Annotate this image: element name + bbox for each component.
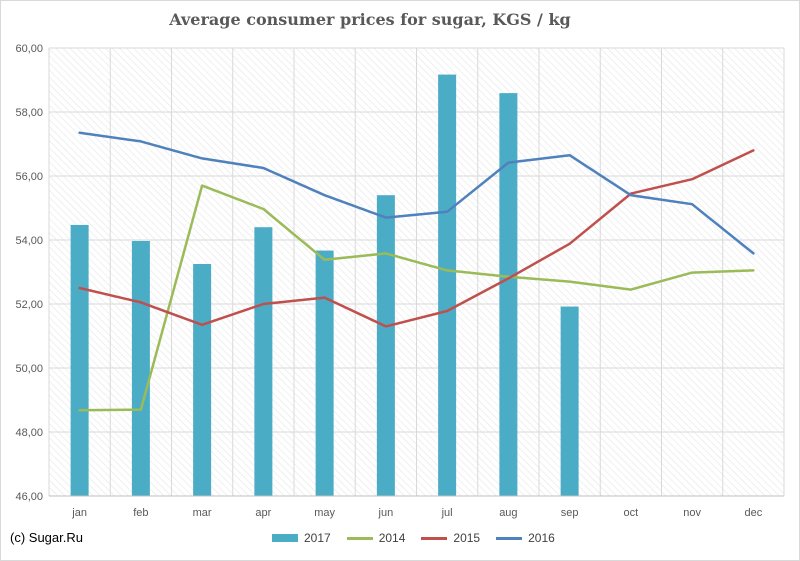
legend-label: 2015 [453, 531, 481, 545]
bar-2017-may [315, 250, 334, 496]
x-tick-label: mar [193, 507, 212, 519]
y-tick-label: 58,00 [15, 107, 43, 119]
y-tick-label: 54,00 [15, 235, 43, 247]
x-tick-label: feb [133, 507, 148, 519]
copyright-text: (c) Sugar.Ru [10, 530, 83, 545]
y-tick-label: 46,00 [15, 491, 43, 503]
bar-2017-jul [438, 74, 457, 496]
legend-label: 2014 [378, 531, 406, 545]
legend-item-2014: 2014 [346, 531, 406, 545]
line-series-2014 [78, 184, 755, 412]
chart-legend: 2017 2014 2015 2016 [272, 528, 571, 548]
bar-2017-jun [376, 195, 395, 496]
legend-swatch [272, 534, 298, 542]
chart-title: Average consumer prices for sugar, KGS /… [169, 10, 571, 29]
bar-2017-feb [131, 240, 150, 496]
x-tick-label: jul [441, 507, 453, 519]
legend-swatch [346, 536, 373, 540]
y-tick-label: 56,00 [15, 171, 43, 183]
x-tick-label: oct [624, 507, 639, 519]
y-tick-label: 50,00 [15, 363, 43, 375]
x-tick-label: apr [255, 507, 271, 519]
x-tick-label: jan [71, 507, 87, 519]
y-tick-label: 60,00 [15, 43, 43, 55]
legend-swatch [496, 536, 523, 540]
legend-item-2017: 2017 [272, 531, 331, 545]
bar-2017-apr [254, 227, 273, 496]
y-tick-label: 52,00 [15, 299, 43, 311]
legend-item-2016: 2016 [496, 531, 555, 545]
x-tick-label: may [314, 507, 335, 519]
x-tick-label: dec [745, 507, 763, 519]
bar-2017-sep [560, 306, 579, 496]
x-tick-label: jun [378, 507, 394, 519]
legend-label: 2017 [304, 531, 331, 545]
line-series-2016 [78, 131, 755, 255]
x-tick-label: nov [683, 507, 701, 519]
y-tick-label: 48,00 [15, 427, 43, 439]
x-tick-label: sep [561, 507, 579, 519]
x-tick-label: aug [499, 507, 517, 519]
bar-2017-mar [193, 264, 212, 496]
legend-swatch [421, 536, 448, 540]
line-series-2015 [78, 149, 755, 328]
bar-2017-aug [499, 93, 518, 497]
legend-item-2015: 2015 [421, 531, 480, 545]
legend-label: 2016 [528, 531, 555, 545]
bar-2017-jan [70, 224, 89, 496]
